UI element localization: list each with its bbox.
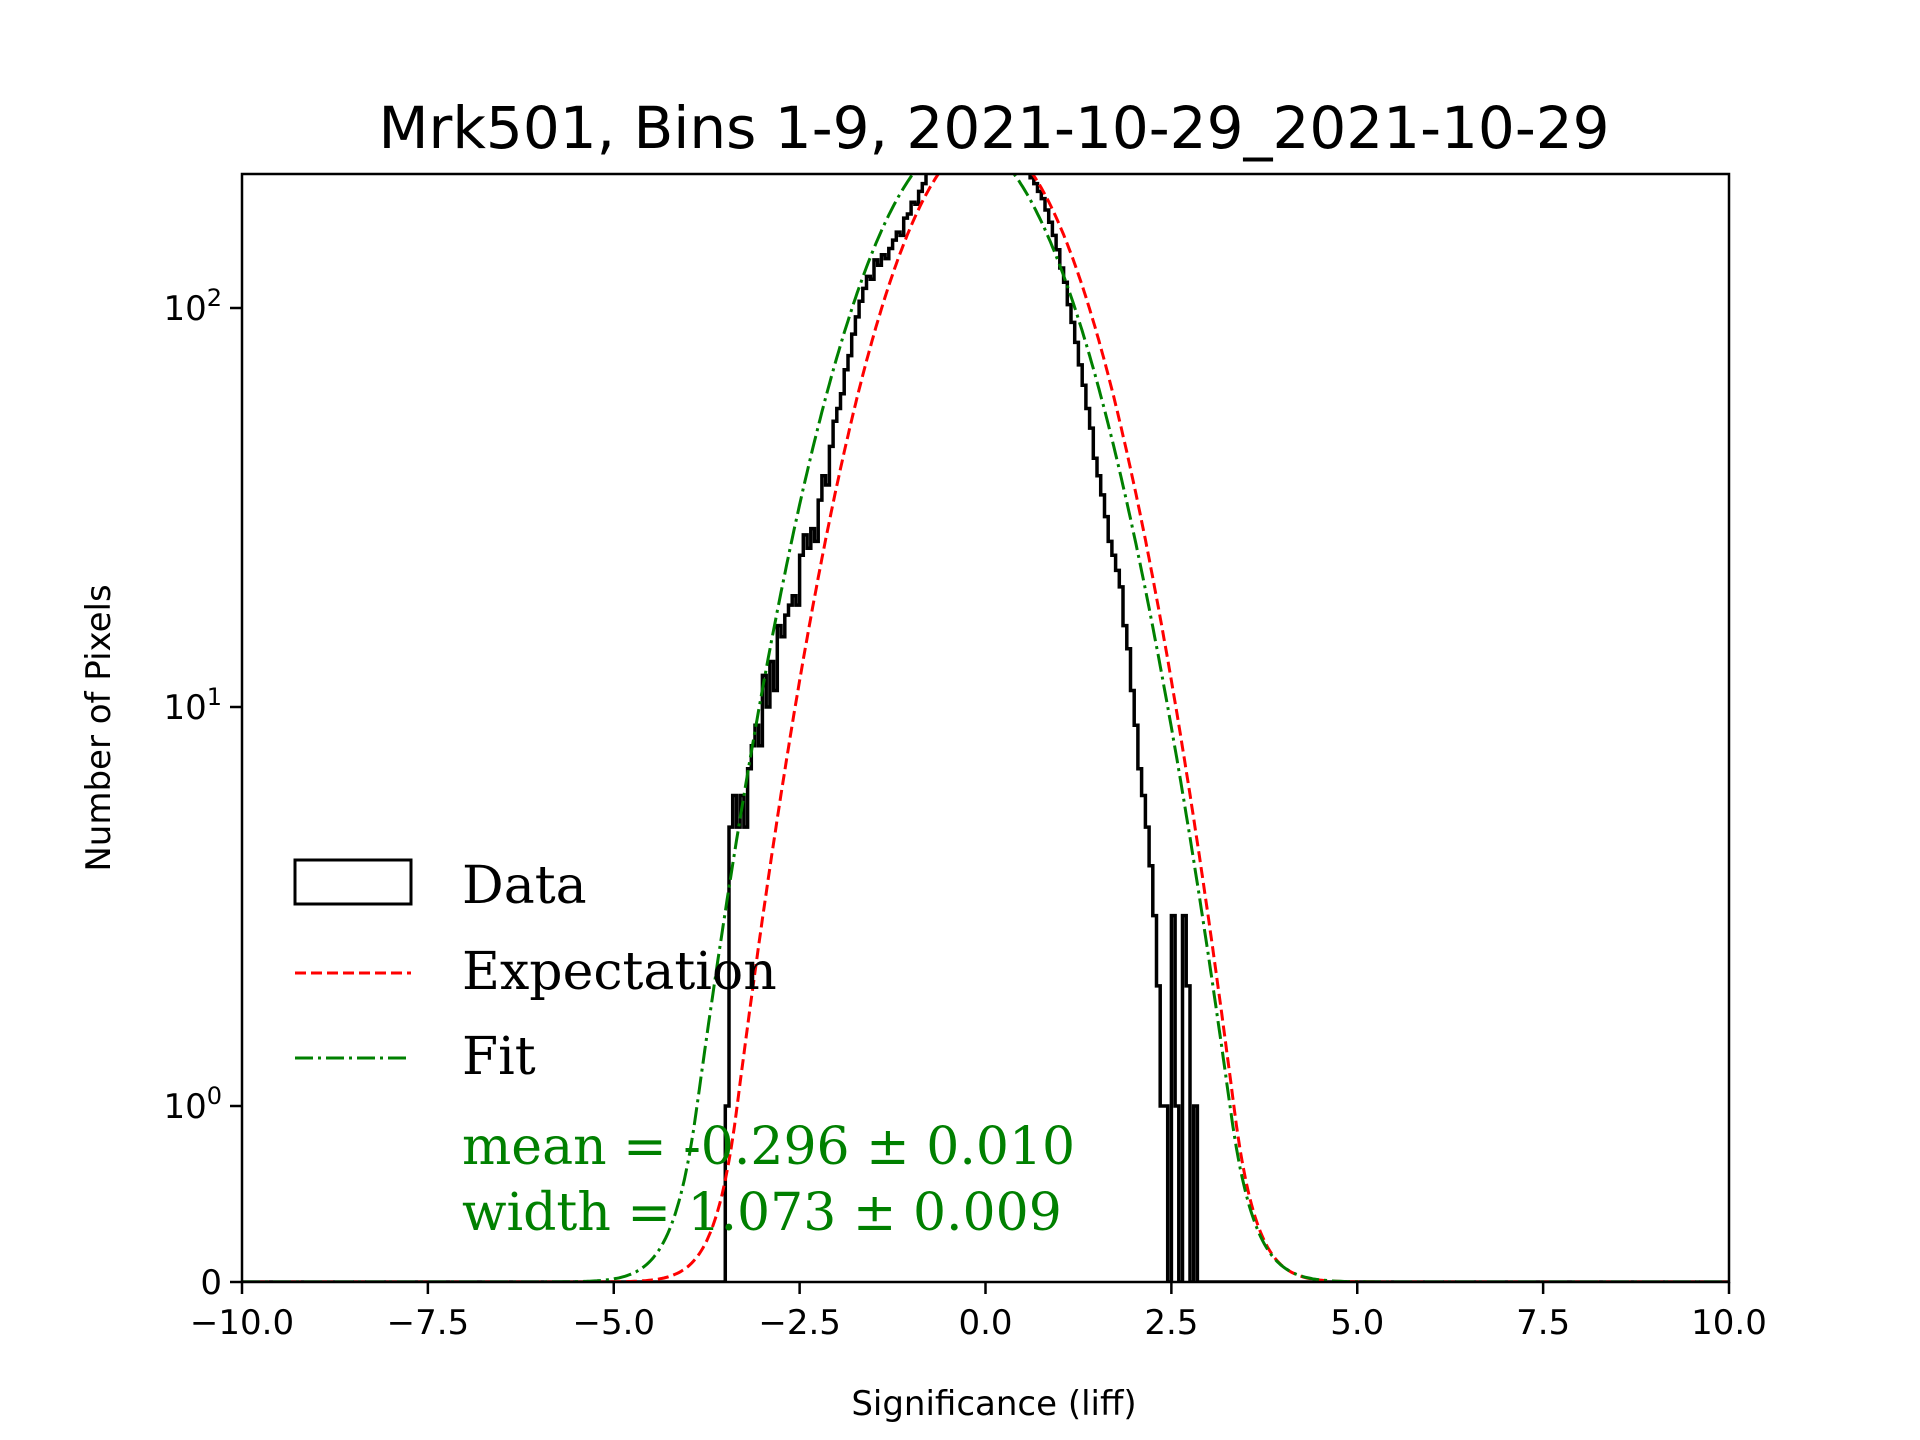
expectation-curve xyxy=(242,174,1729,1282)
legend-data-swatch xyxy=(293,858,413,906)
y-tick-base: 10 xyxy=(163,289,206,329)
fit-curve xyxy=(242,174,1729,1282)
fit-mean-annotation: mean = -0.296 ± 0.010 xyxy=(462,1117,1075,1177)
fit-width-annotation: width = 1.073 ± 0.009 xyxy=(462,1183,1062,1243)
y-tick-label: 101 xyxy=(163,683,222,728)
legend: Data Expectation Fit xyxy=(293,856,777,1087)
y-tick-base: 10 xyxy=(163,688,206,728)
x-axis-label: Significance (liff) xyxy=(851,1384,1136,1424)
x-tick-label: 2.5 xyxy=(1144,1303,1198,1343)
y-tick-exponent: 2 xyxy=(207,284,222,312)
chart-title: Mrk501, Bins 1-9, 2021-10-29_2021-10-29 xyxy=(378,94,1609,162)
y-tick-base: 10 xyxy=(163,1087,206,1127)
x-tick-label: 10.0 xyxy=(1691,1303,1767,1343)
x-tick-label: 5.0 xyxy=(1330,1303,1384,1343)
y-axis-label: Number of Pixels xyxy=(79,584,119,871)
x-tick-label: 0.0 xyxy=(958,1303,1012,1343)
y-tick-exponent: 0 xyxy=(207,1082,222,1110)
legend-data-label: Data xyxy=(462,856,587,916)
x-tick-label: −7.5 xyxy=(387,1303,470,1343)
legend-expectation-label: Expectation xyxy=(462,942,777,1002)
x-tick-label: −5.0 xyxy=(572,1303,655,1343)
x-tick-label: −10.0 xyxy=(190,1303,294,1343)
y-tick-label: 102 xyxy=(163,284,222,329)
legend-fit-label: Fit xyxy=(462,1027,536,1087)
data-histogram xyxy=(242,174,1729,1282)
x-tick-label: −2.5 xyxy=(758,1303,841,1343)
axes-frame xyxy=(240,172,1731,1284)
y-tick-label: 0 xyxy=(200,1263,222,1303)
y-tick-label: 100 xyxy=(163,1082,222,1127)
x-tick-label: 7.5 xyxy=(1516,1303,1570,1343)
plot-area xyxy=(242,174,1729,1282)
y-tick-exponent: 1 xyxy=(207,683,222,711)
